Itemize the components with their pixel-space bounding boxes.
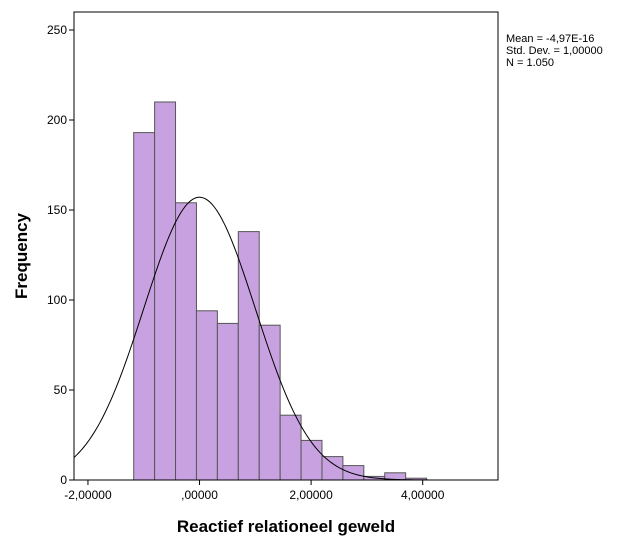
y-tick-label: 50 <box>54 383 68 397</box>
y-tick-label: 250 <box>47 23 67 37</box>
histogram-bar <box>342 465 365 481</box>
histogram-bar <box>279 414 302 481</box>
plot-frame <box>73 11 499 481</box>
x-tick-label: ,00000 <box>181 488 218 502</box>
statistics-box: Mean = -4,97E-16 Std. Dev. = 1,00000 N =… <box>506 33 603 69</box>
y-tick-label: 150 <box>47 203 67 217</box>
histogram-bar <box>258 324 281 481</box>
y-axis-title: Frequency <box>12 212 31 299</box>
n-stat: N = 1.050 <box>506 57 555 69</box>
x-axis-title: Reactief relationeel geweld <box>177 517 395 536</box>
histogram-bar <box>154 101 177 481</box>
x-axis-ticks: -2,00000 ,00000 2,00000 4,00000 <box>64 480 445 502</box>
x-tick-label: 2,00000 <box>289 488 333 502</box>
histogram-bar <box>216 322 239 481</box>
x-tick-label: 4,00000 <box>401 488 445 502</box>
histogram-bars <box>133 101 428 481</box>
histogram-bar <box>300 439 323 481</box>
histogram-bar <box>175 202 197 481</box>
mean-stat: Mean = -4,97E-16 <box>506 33 595 45</box>
y-tick-label: 0 <box>60 473 67 487</box>
std-dev-stat: Std. Dev. = 1,00000 <box>506 45 603 57</box>
y-tick-label: 200 <box>47 113 67 127</box>
x-tick-label: -2,00000 <box>64 488 112 502</box>
y-tick-label: 100 <box>47 293 67 307</box>
histogram-bar <box>237 231 260 481</box>
y-axis-ticks: 0 50 100 150 200 250 <box>47 23 74 487</box>
histogram-bar <box>195 310 218 481</box>
